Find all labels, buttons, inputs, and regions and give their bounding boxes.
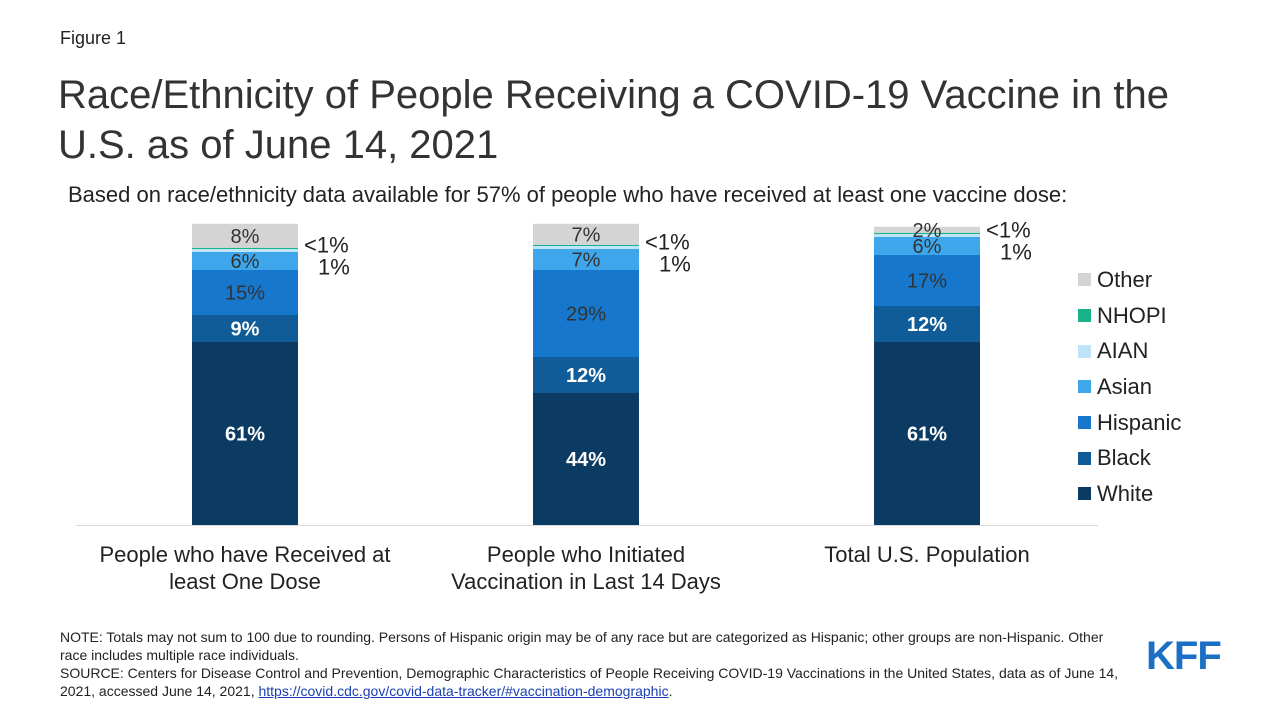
bar-segment-black <box>533 357 639 393</box>
source-suffix: . <box>668 683 673 699</box>
bar-segment-nhopi <box>874 232 980 234</box>
legend-item-nhopi: NHOPI <box>1078 298 1181 334</box>
data-label-aian: 1% <box>318 254 350 279</box>
bar-segment-other <box>192 223 298 248</box>
legend-swatch <box>1078 344 1091 358</box>
figure-label: Figure 1 <box>60 28 127 48</box>
legend-item-asian: Asian <box>1078 369 1181 405</box>
data-label-asian: 6% <box>231 251 260 273</box>
legend-swatch <box>1078 451 1091 465</box>
legend-label: AIAN <box>1097 338 1149 364</box>
category-label: Total U.S. Population <box>824 542 1029 567</box>
bar-segment-nhopi <box>533 244 639 246</box>
data-label-white: 61% <box>907 424 947 446</box>
data-label-aian: 1% <box>1000 239 1032 264</box>
footnote: NOTE: Totals may not sum to 100 due to r… <box>60 628 1130 700</box>
bar-segment-other <box>874 226 980 233</box>
data-label-black: 12% <box>907 314 947 336</box>
legend-label: Hispanic <box>1097 409 1182 435</box>
bar-segment-asian <box>874 237 980 255</box>
bar-segment-other <box>533 223 639 245</box>
chart-subtitle: Based on race/ethnicity data available f… <box>68 182 1068 207</box>
data-label-black: 9% <box>231 319 260 341</box>
bar-segment-hispanic <box>192 270 298 315</box>
category-label: least One Dose <box>169 569 321 594</box>
legend-label: Asian <box>1097 373 1153 399</box>
source-link[interactable]: https://covid.cdc.gov/covid-data-tracker… <box>258 683 669 699</box>
data-label-hispanic: 15% <box>225 283 265 305</box>
data-label-white: 61% <box>225 424 265 446</box>
source-text: SOURCE: Centers for Disease Control and … <box>60 664 1130 700</box>
data-label-asian: 6% <box>913 236 942 258</box>
bar-segment-white <box>192 342 298 525</box>
bar-segment-asian <box>192 252 298 270</box>
legend-item-hispanic: Hispanic <box>1078 405 1181 441</box>
legend-item-black: Black <box>1078 440 1181 476</box>
bar-segment-asian <box>533 249 639 270</box>
data-label-nhopi: <1% <box>645 229 690 254</box>
data-label-nhopi: <1% <box>304 232 349 257</box>
kff-logo: KFF <box>1146 634 1222 678</box>
legend-label: White <box>1097 480 1154 506</box>
legend-item-aian: AIAN <box>1078 333 1181 369</box>
bar-segment-white <box>874 342 980 525</box>
legend-item-other: Other <box>1078 262 1181 298</box>
legend-swatch <box>1078 309 1091 323</box>
bar-segment-aian <box>874 234 980 237</box>
stacked-bar-chart: 61%9%15%6%8% <1%1%People who have Receive… <box>76 217 1098 594</box>
bar-segment-aian <box>192 249 298 252</box>
note-text: NOTE: Totals may not sum to 100 due to r… <box>60 629 1104 663</box>
data-label-other: 2% <box>913 220 942 242</box>
source-label: SOURCE: Centers for Disease Control and … <box>60 665 1119 699</box>
bar-segment-black <box>874 306 980 342</box>
bar-segment-hispanic <box>533 270 639 357</box>
data-label-black: 12% <box>566 365 606 387</box>
chart-title: Race/Ethnicity of People Receiving a COV… <box>58 73 1169 167</box>
category-label: People who Initiated <box>487 542 685 567</box>
legend-label: NHOPI <box>1097 302 1167 328</box>
bar-segment-nhopi <box>192 247 298 249</box>
legend-item-white: White <box>1078 476 1181 512</box>
bar-segment-hispanic <box>874 255 980 306</box>
data-label-white: 44% <box>566 449 606 471</box>
legend-swatch <box>1078 416 1091 430</box>
data-label-nhopi: <1% <box>986 217 1031 242</box>
bar-segment-black <box>192 315 298 342</box>
data-label-other: 7% <box>572 224 601 246</box>
legend-swatch <box>1078 487 1091 501</box>
data-label-asian: 7% <box>572 250 601 272</box>
bar-segment-white <box>533 393 639 525</box>
data-label-aian: 1% <box>659 251 691 276</box>
legend-swatch <box>1078 273 1091 287</box>
legend-swatch <box>1078 380 1091 394</box>
legend: Other NHOPI AIAN Asian Hispanic Black White <box>1078 262 1181 512</box>
data-label-hispanic: 29% <box>566 304 606 326</box>
category-label: Vaccination in Last 14 Days <box>451 569 721 594</box>
data-label-other: 8% <box>231 226 260 248</box>
legend-label: Other <box>1097 266 1153 292</box>
bar-segment-aian <box>533 246 639 249</box>
legend-label: Black <box>1097 445 1151 471</box>
data-label-hispanic: 17% <box>907 271 947 293</box>
category-label: People who have Received at <box>99 542 390 567</box>
